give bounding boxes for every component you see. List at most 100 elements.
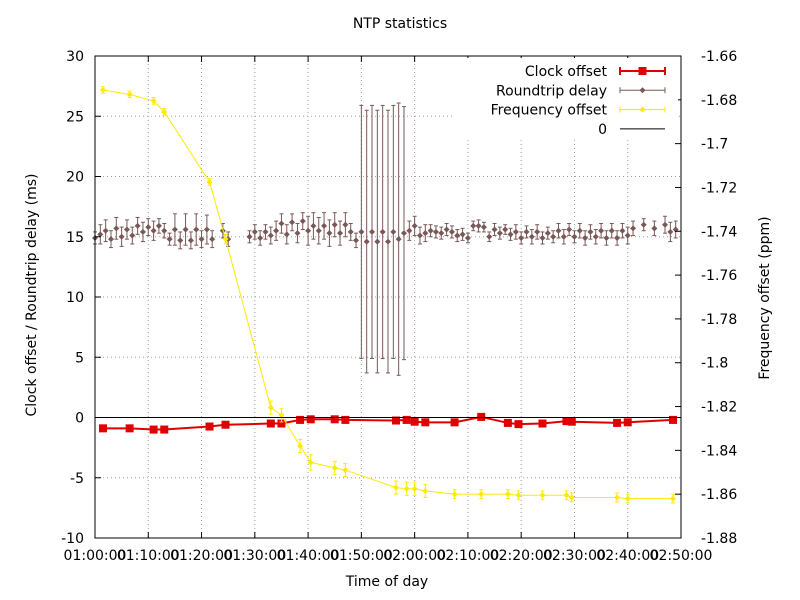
data-point: [149, 425, 158, 434]
data-point: [107, 236, 114, 243]
y-tick-label: 10: [66, 290, 84, 306]
data-point: [624, 232, 631, 239]
y-tick-label: 5: [75, 350, 84, 366]
x-tick-label: 01:40:00: [277, 548, 340, 564]
data-point: [427, 227, 434, 234]
axis-ticks: 01:00:0001:10:0001:20:0001:30:0001:40:00…: [61, 49, 737, 564]
data-point: [613, 418, 622, 427]
data-point: [123, 226, 130, 233]
data-point: [257, 234, 264, 241]
data-layer: [92, 86, 681, 504]
y2-tick-label: -1.78: [701, 312, 737, 328]
data-point: [592, 233, 599, 240]
data-point: [266, 419, 275, 428]
chart-title: NTP statistics: [352, 16, 448, 32]
data-point: [177, 237, 184, 244]
data-point: [374, 238, 381, 245]
data-point: [321, 222, 328, 229]
legend-marker: [639, 106, 646, 113]
y2-tick-label: -1.7: [701, 137, 728, 153]
data-point: [567, 417, 576, 426]
data-point: [486, 233, 493, 240]
data-point: [278, 220, 285, 227]
y-tick-label: -10: [61, 531, 84, 547]
data-point: [390, 228, 397, 235]
data-point: [491, 226, 498, 233]
x-tick-label: 02:40:00: [596, 548, 659, 564]
legend-label: Frequency offset: [491, 103, 608, 119]
data-point: [459, 231, 466, 238]
x-tick-label: 01:10:00: [117, 548, 180, 564]
data-point: [294, 230, 301, 237]
data-point: [563, 492, 570, 499]
data-point: [478, 491, 485, 498]
y-tick-label: 30: [66, 49, 84, 65]
data-point: [139, 228, 146, 235]
data-point: [662, 221, 669, 228]
data-point: [438, 230, 445, 237]
data-point: [209, 236, 216, 243]
data-point: [205, 422, 214, 431]
data-point: [512, 228, 519, 235]
x-tick-label: 02:30:00: [543, 548, 606, 564]
y2-tick-label: -1.76: [701, 268, 737, 284]
data-point: [331, 221, 338, 228]
data-point: [603, 234, 610, 241]
data-point: [221, 420, 230, 429]
data-point: [145, 224, 152, 231]
data-point: [198, 236, 205, 243]
data-point: [576, 227, 583, 234]
data-point: [608, 227, 615, 234]
data-point: [306, 415, 315, 424]
data-point: [624, 495, 631, 502]
series-line: [102, 89, 674, 500]
data-point: [262, 228, 269, 235]
data-point: [134, 222, 141, 229]
data-point: [410, 417, 419, 426]
legend: Clock offset Roundtrip delay Frequency off…: [452, 58, 678, 140]
data-point: [331, 464, 338, 471]
legend-label: Roundtrip delay: [496, 83, 607, 99]
data-point: [392, 484, 399, 491]
data-point: [182, 226, 189, 233]
data-point: [99, 86, 106, 93]
data-point: [562, 417, 571, 426]
data-point: [98, 424, 107, 433]
data-point: [251, 228, 258, 235]
x-tick-label: 01:30:00: [223, 548, 286, 564]
x-tick-label: 01:20:00: [170, 548, 233, 564]
data-point: [670, 495, 677, 502]
data-point: [550, 233, 557, 240]
data-point: [514, 420, 523, 429]
data-point: [496, 230, 503, 237]
data-point: [126, 91, 133, 98]
data-point: [587, 228, 594, 235]
data-point: [125, 424, 134, 433]
x-tick-label: 02:20:00: [490, 548, 553, 564]
data-point: [277, 419, 286, 428]
data-point: [297, 442, 304, 449]
data-point: [619, 227, 626, 234]
data-point: [296, 415, 305, 424]
data-point: [422, 487, 429, 494]
data-point: [475, 222, 482, 229]
data-point: [534, 228, 541, 235]
data-point: [310, 222, 317, 229]
data-point: [391, 416, 400, 425]
y-tick-label: 15: [66, 230, 84, 246]
data-point: [528, 233, 535, 240]
data-point: [432, 228, 439, 235]
data-point: [598, 227, 605, 234]
data-point: [118, 233, 125, 240]
legend-marker: [638, 67, 647, 75]
legend-label: 0: [598, 122, 607, 138]
y2-tick-label: -1.66: [701, 49, 737, 65]
y-tick-label: 0: [75, 411, 84, 427]
y2-tick-label: -1.88: [701, 531, 737, 547]
data-point: [555, 227, 562, 234]
data-point: [518, 234, 525, 241]
data-point: [421, 418, 430, 427]
data-point: [571, 233, 578, 240]
data-point: [315, 227, 322, 234]
